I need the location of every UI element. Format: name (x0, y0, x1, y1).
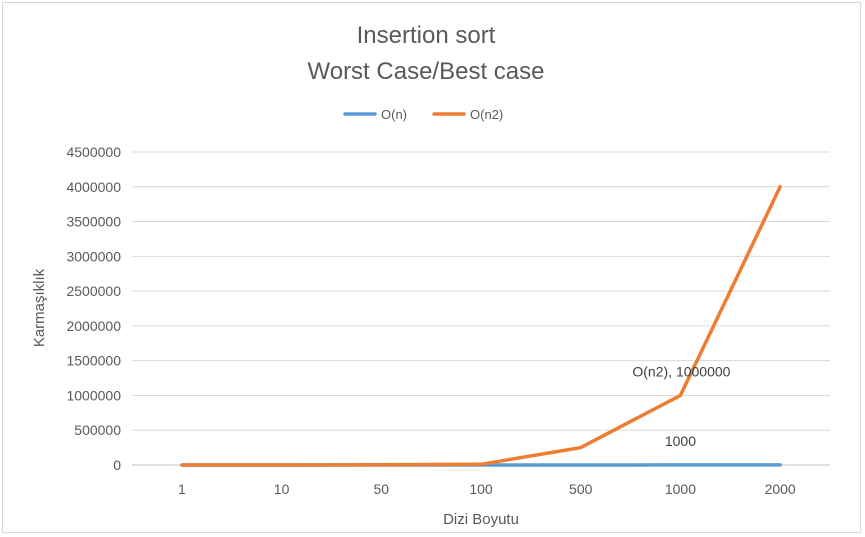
y-tick-label: 2500000 (66, 283, 121, 299)
data-labels: O(n2), 1000000 1000 (632, 363, 730, 448)
chart-title-line-1: Insertion sort (357, 22, 496, 49)
y-axis-ticks: 0 500000 1000000 1500000 2000000 2500000 30000… (66, 144, 121, 473)
y-tick-label: 3500000 (66, 214, 121, 230)
chart-title-line-2: Worst Case/Best case (308, 58, 545, 85)
y-tick-label: 0 (113, 457, 121, 473)
x-tick-label: 2000 (765, 481, 796, 497)
y-tick-label: 2000000 (66, 318, 121, 334)
x-tick-label: 500 (569, 481, 593, 497)
x-tick-label: 1000 (665, 481, 696, 497)
x-tick-label: 50 (373, 481, 389, 497)
series-lines (180, 185, 782, 467)
legend-entry: O(n2) (470, 107, 503, 122)
y-tick-label: 4000000 (66, 179, 121, 195)
y-tick-label: 1000000 (66, 387, 121, 403)
data-label: 1000 (665, 433, 696, 449)
y-axis-label: Karmaşıklık (31, 268, 48, 347)
y-tick-label: 1500000 (66, 353, 121, 369)
gridlines (132, 151, 830, 466)
series-line-o-n2 (180, 185, 782, 467)
y-tick-label: 4500000 (66, 144, 121, 160)
y-tick-label: 500000 (74, 422, 121, 438)
data-label: O(n2), 1000000 (632, 363, 730, 379)
x-axis-ticks: 1 10 50 100 500 1000 2000 (178, 481, 796, 497)
legend: O(n) O(n2) (343, 107, 503, 122)
x-tick-label: 10 (274, 481, 290, 497)
legend-entry: O(n) (381, 107, 407, 122)
x-tick-label: 1 (178, 481, 186, 497)
x-tick-label: 100 (469, 481, 493, 497)
y-tick-label: 3000000 (66, 248, 121, 264)
x-axis-label: Dizi Boyutu (443, 511, 519, 528)
